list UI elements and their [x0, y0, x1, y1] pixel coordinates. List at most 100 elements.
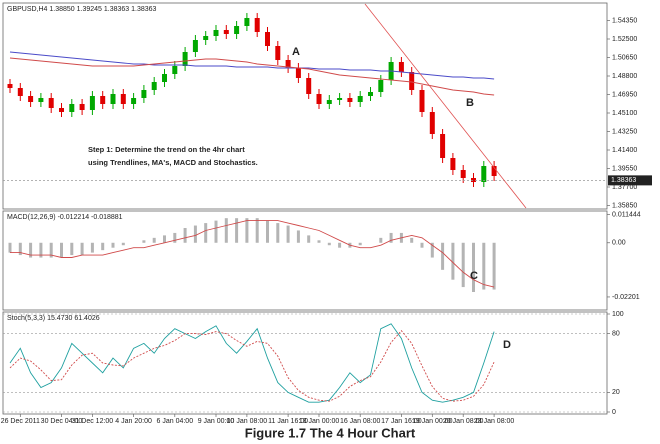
candle-body — [162, 74, 167, 82]
macd-bar — [8, 242, 12, 253]
macd-bar — [163, 235, 166, 243]
candle-body — [172, 66, 178, 74]
x-tick-label: 30 Dec 04:00 — [41, 418, 83, 425]
candle-body — [481, 166, 487, 182]
macd-bar — [121, 242, 125, 246]
candle-body — [306, 78, 312, 94]
macd-bar — [441, 242, 445, 270]
annotation: using Trendlines, MA's, MACD and Stochas… — [88, 158, 258, 167]
macd-bar — [70, 242, 74, 256]
macd-bar — [173, 232, 177, 243]
panel-frame — [2, 311, 608, 415]
panel-title: Stoch(5,3,3) 15.4730 61.4026 — [7, 315, 100, 322]
annotation: C — [470, 270, 478, 282]
macd-bar — [461, 242, 465, 288]
y-tick-label: 1.39550 — [612, 165, 637, 172]
macd-bar — [18, 242, 22, 256]
y-tick-label: 1.52500 — [612, 36, 637, 43]
candle-body — [275, 46, 281, 60]
y-tick-label: 80 — [612, 330, 620, 337]
x-tick-label: 11 Jan 16:00 — [268, 418, 308, 425]
candle-body — [368, 92, 373, 96]
y-tick-label: 1.46950 — [612, 91, 637, 98]
y-tick-label: 0.00 — [612, 240, 626, 247]
macd-bar — [296, 230, 300, 243]
candle-body — [440, 134, 446, 158]
x-tick-label: 10 Jan 08:00 — [227, 418, 268, 425]
annotation: D — [503, 339, 511, 351]
macd-bar — [111, 242, 115, 248]
x-tick-label: 17 Jan 16:00 — [381, 418, 422, 425]
macd-bar — [39, 242, 43, 258]
panel-frame — [2, 210, 608, 311]
candle-body — [460, 170, 466, 178]
macd-bar — [214, 220, 218, 243]
macd-bar — [101, 242, 105, 251]
candle-body — [192, 40, 198, 52]
series-line — [10, 220, 495, 288]
macd-bar — [410, 237, 414, 243]
annotation: B — [466, 97, 474, 109]
panel-title: MACD(12,26,9) -0.012214 -0.018881 — [7, 214, 123, 221]
candle-body — [151, 82, 157, 90]
trendline — [364, 3, 527, 209]
x-tick-label: 26 Dec 2011 — [1, 418, 40, 425]
macd-bar — [358, 242, 362, 246]
macd-bar — [482, 242, 486, 290]
candle-body — [79, 104, 85, 110]
macd-bar — [224, 218, 228, 243]
y-tick-label: 1.35850 — [612, 202, 637, 209]
candle-body — [471, 178, 476, 182]
x-tick-label: 4 Jan 20:00 — [115, 418, 152, 425]
candle-body — [419, 90, 425, 112]
macd-bar — [430, 242, 434, 258]
price-label: 1.38363 — [611, 177, 636, 184]
candle-body — [491, 166, 497, 176]
macd-bar — [60, 242, 63, 258]
macd-bar — [492, 242, 496, 290]
candle-body — [38, 98, 44, 102]
y-tick-label: 1.48800 — [612, 73, 637, 80]
annotation: Step 1: Determine the trend on the 4hr c… — [88, 145, 245, 154]
series-line — [9, 323, 495, 403]
y-tick-label: 1.37700 — [612, 184, 637, 191]
candle-body — [213, 30, 219, 36]
series-line — [9, 51, 495, 80]
annotation: A — [292, 46, 300, 58]
caption: Figure 1.7 The 4 Hour Chart — [245, 425, 416, 440]
candle-body — [234, 26, 240, 34]
candle-body — [141, 90, 147, 98]
candle-body — [337, 98, 343, 100]
y-tick-label: 0 — [612, 409, 616, 416]
x-tick-label: 31 Dec 12:00 — [72, 418, 114, 425]
macd-bar — [193, 225, 197, 243]
candle-body — [326, 100, 332, 104]
candle-body — [398, 62, 404, 72]
macd-bar — [235, 218, 239, 243]
x-tick-label: 19 Jan 00:00 — [412, 418, 453, 425]
candle-body — [28, 96, 34, 102]
macd-bar — [49, 242, 53, 258]
candle-body — [203, 36, 209, 40]
candle-body — [357, 96, 363, 102]
macd-bar — [183, 228, 187, 243]
y-tick-label: 20 — [612, 389, 620, 396]
macd-bar — [245, 218, 249, 243]
candle-body — [347, 98, 353, 102]
macd-bar — [152, 237, 156, 243]
y-tick-label: 100 — [612, 311, 624, 318]
candle-body — [182, 52, 188, 66]
macd-bar — [255, 218, 259, 243]
macd-bar — [338, 242, 342, 248]
macd-bar — [389, 232, 393, 243]
x-tick-label: 16 Jan 08:00 — [340, 418, 381, 425]
macd-bar — [80, 242, 84, 256]
macd-bar — [29, 242, 33, 258]
candle-body — [100, 96, 106, 104]
panel-title: GBPUSD,H4 1.38850 1.39245 1.38363 1.3836… — [7, 6, 157, 13]
x-tick-label: 9 Jan 00:00 — [198, 418, 235, 425]
y-tick-label: 1.43250 — [612, 128, 637, 135]
